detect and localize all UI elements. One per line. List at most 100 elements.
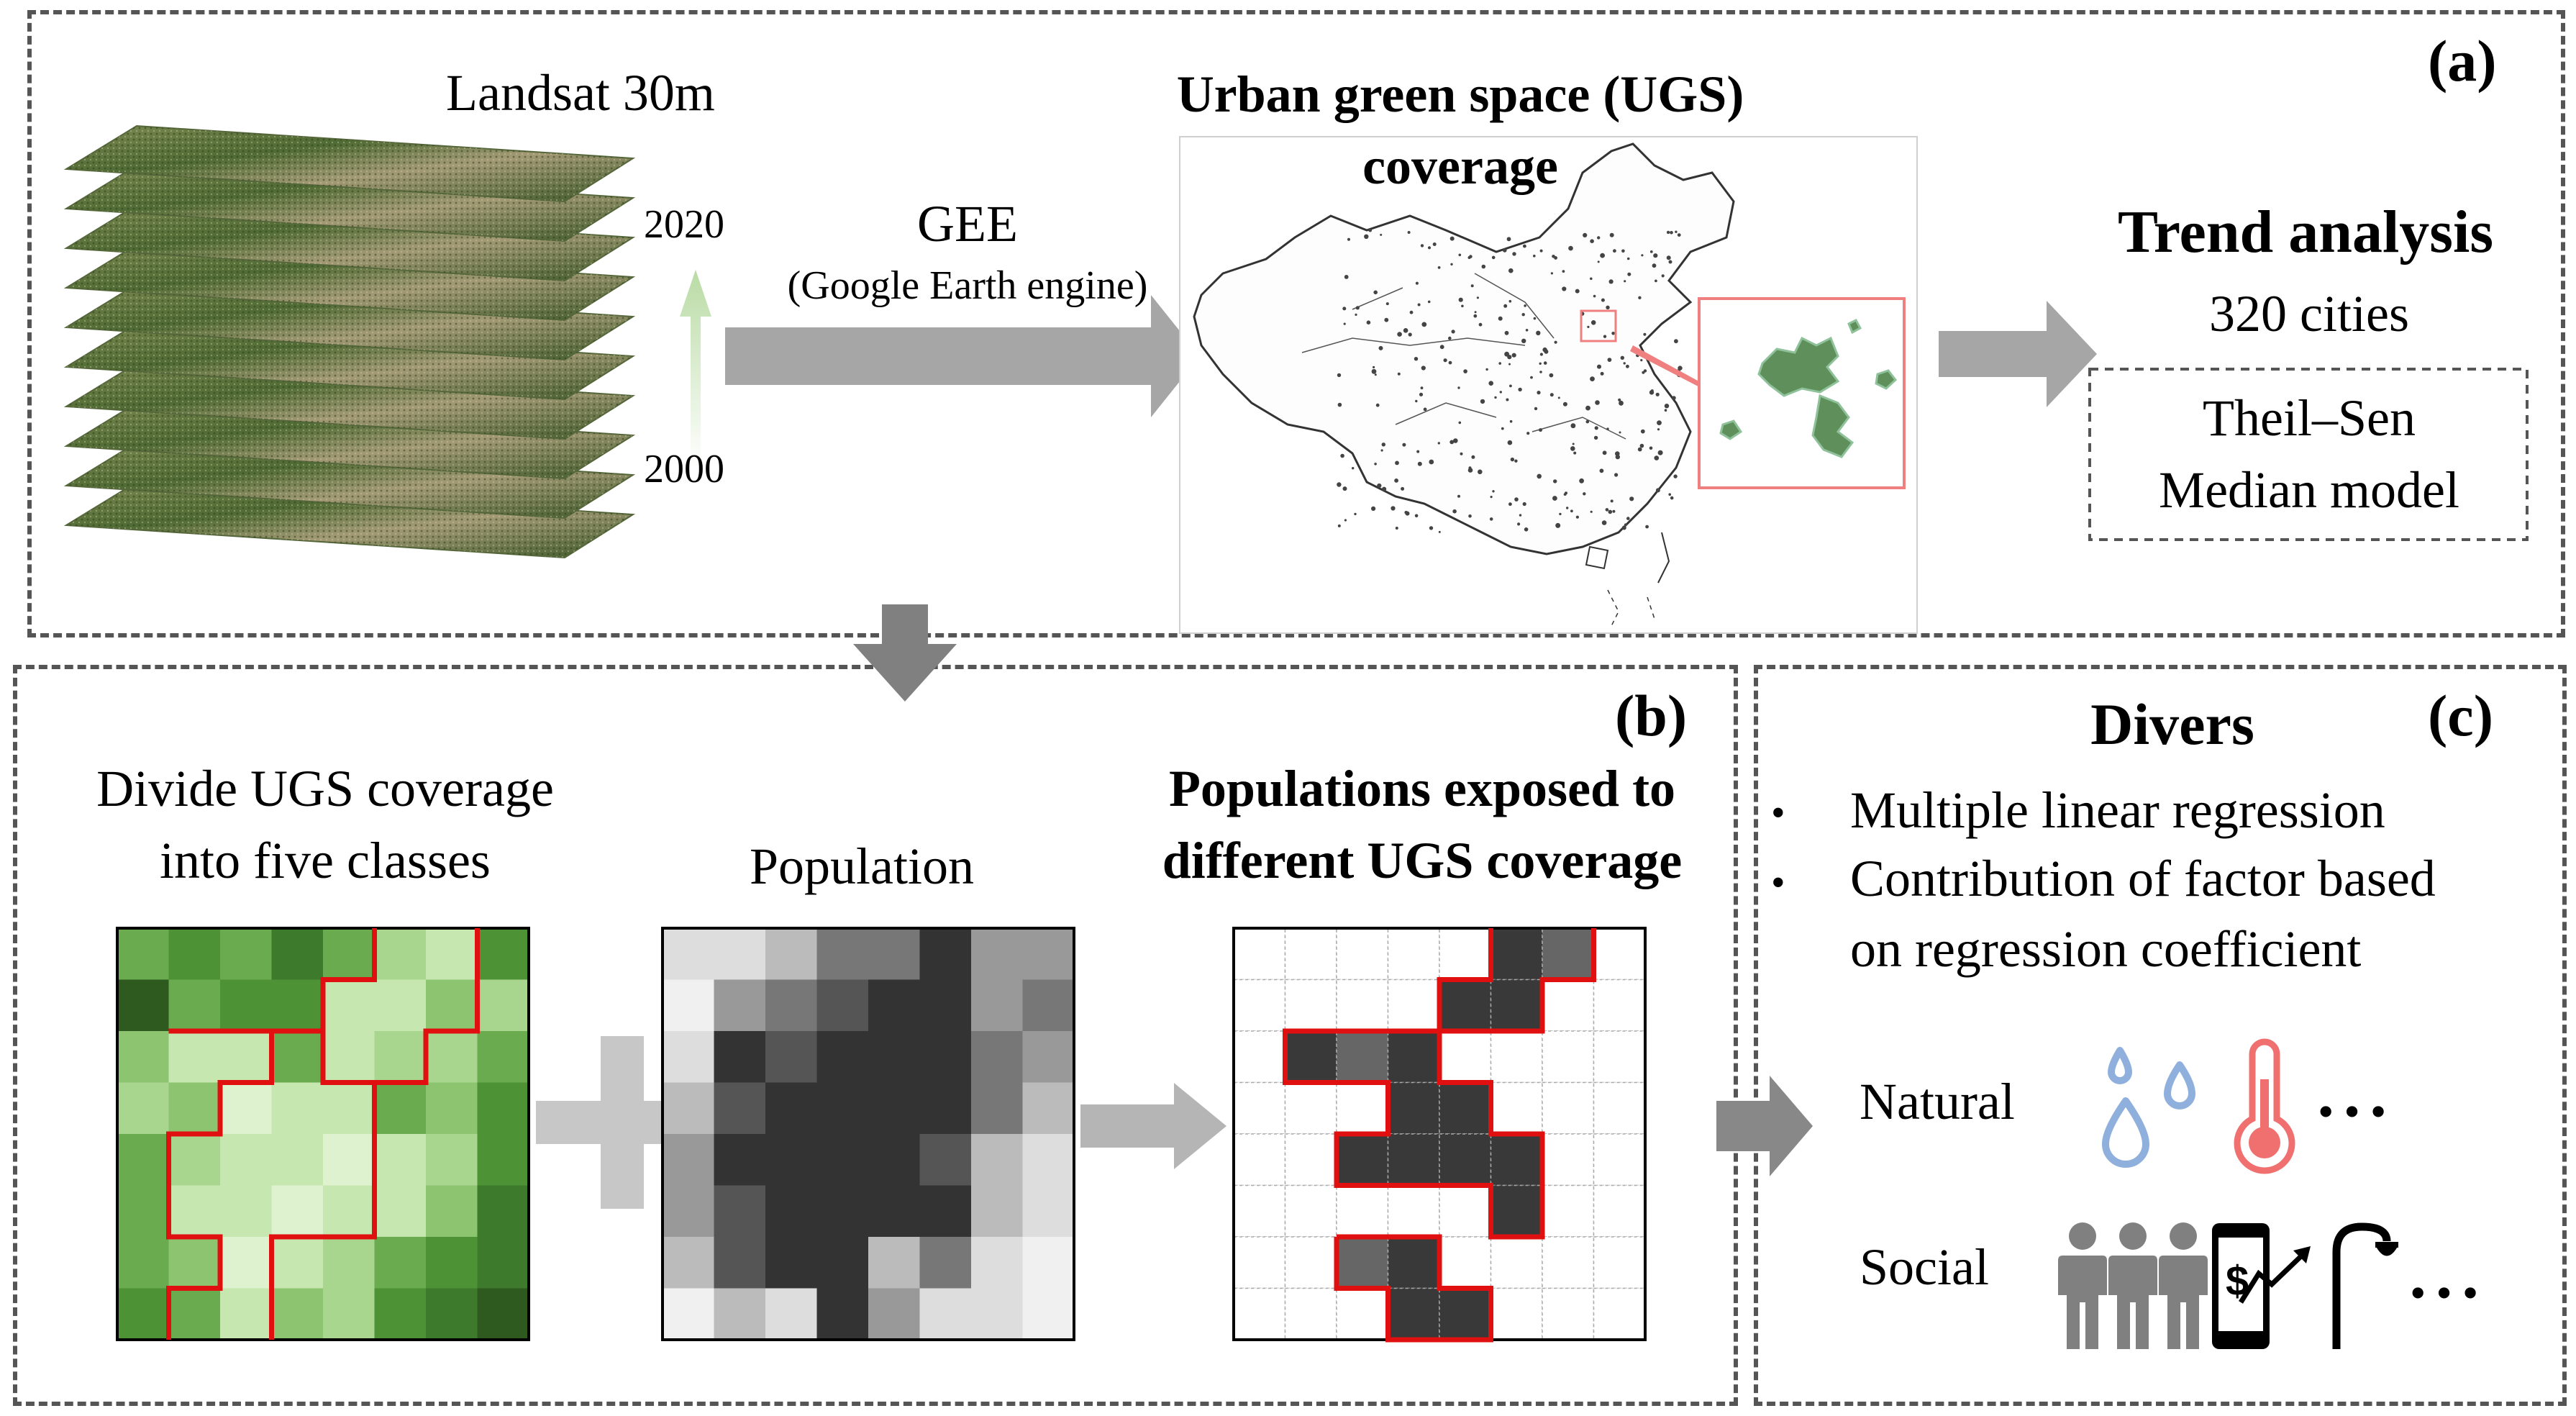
grid-cell (1233, 979, 1286, 1032)
city-dot (1570, 509, 1573, 513)
grid-cell (426, 1237, 478, 1289)
city-dot (1661, 274, 1665, 278)
city-dot (1451, 330, 1455, 334)
city-dot (1521, 313, 1525, 317)
grid-cell (168, 1237, 220, 1289)
grid-cell (1336, 1081, 1389, 1135)
grid-cell (1439, 1030, 1492, 1084)
city-dot (1420, 244, 1424, 248)
water-drops-icon (2102, 1047, 2195, 1168)
bullet-2-line1: Contribution of factor based (1850, 850, 2436, 907)
city-dot (1344, 519, 1347, 522)
city-dot (1511, 353, 1516, 358)
grid-cell (1387, 927, 1440, 981)
city-dot (1501, 427, 1504, 430)
grid-cell (1284, 1287, 1337, 1340)
grid-cell (816, 1082, 868, 1134)
grid-cell (1593, 1030, 1646, 1084)
city-dot (1340, 453, 1344, 458)
grid-cell (919, 1237, 971, 1289)
city-dot (1619, 431, 1621, 434)
city-dot (1585, 419, 1590, 424)
city-dot (1510, 457, 1515, 462)
city-dot (1498, 362, 1501, 365)
grid-cell (765, 1288, 817, 1340)
city-dot (1675, 230, 1678, 233)
landsat-layer (63, 481, 636, 559)
trend-title: Trend analysis (2117, 199, 2494, 266)
grid-cell (117, 1288, 169, 1340)
city-dot (1460, 452, 1463, 455)
city-dot (1553, 479, 1557, 484)
year-bottom: 2000 (644, 447, 724, 491)
city-dot (1618, 398, 1621, 401)
city-dot (1491, 255, 1496, 260)
city-dot (1624, 523, 1627, 527)
city-dot (1623, 362, 1626, 365)
landsat-stack-icon (63, 124, 636, 559)
ugs-class-grid (116, 927, 530, 1341)
grid-cell (374, 979, 426, 1031)
grid-cell (1233, 1184, 1286, 1238)
grid-cell (1233, 1133, 1286, 1186)
city-dot (1587, 325, 1590, 328)
city-dot (1427, 300, 1431, 304)
ugs-title-line2: coverage (1362, 137, 1558, 195)
grid-cell (168, 1288, 220, 1340)
city-dot (1585, 405, 1590, 411)
grid-cell (168, 1185, 220, 1237)
grid-cell (1336, 979, 1389, 1032)
city-dot (1458, 421, 1462, 425)
grid-cell (1439, 1133, 1492, 1186)
city-dot (1492, 490, 1495, 493)
plus-icon (536, 1036, 709, 1209)
grid-cell (374, 1185, 426, 1237)
grid-cell (1593, 1081, 1646, 1135)
person-body (2108, 1256, 2157, 1349)
grid-cell (1542, 1030, 1595, 1084)
grid-cell (1490, 1030, 1543, 1084)
city-dot (1417, 303, 1421, 307)
city-dot (1471, 455, 1475, 459)
city-dot (1599, 468, 1604, 473)
city-dot (1664, 409, 1667, 412)
city-dot (1600, 371, 1604, 376)
person-body (2058, 1256, 2107, 1349)
grid-cell (426, 1082, 478, 1134)
grid-cell (374, 1031, 426, 1083)
city-dot (1449, 236, 1455, 241)
grid-cell (1439, 1081, 1492, 1135)
city-dot (1536, 330, 1541, 335)
city-dot (1371, 506, 1376, 512)
city-dot (1657, 428, 1660, 431)
grid-cell (1439, 1184, 1492, 1238)
grid-cell (1593, 1133, 1646, 1186)
landsat-layer (63, 322, 636, 401)
city-dot (1590, 320, 1596, 325)
exposed-line2: different UGS coverage (1162, 832, 1683, 889)
city-dot (1394, 478, 1398, 483)
grid-cell (477, 1237, 529, 1289)
city-dot (1490, 496, 1493, 499)
grid-cell (1387, 1287, 1440, 1340)
city-dot (1575, 289, 1580, 294)
grid-cell (1387, 1030, 1440, 1084)
gee-arrow-icon (725, 295, 1200, 417)
grid-cell (1336, 1184, 1389, 1238)
city-dot (1593, 294, 1596, 298)
city-dot (1590, 376, 1595, 381)
city-dot (1437, 442, 1441, 445)
grid-cell (1542, 927, 1595, 981)
grid-cell (765, 1082, 817, 1134)
city-dot (1533, 317, 1537, 320)
grid-cell (1022, 928, 1074, 980)
city-dot (1498, 316, 1503, 321)
city-dot (1655, 488, 1660, 493)
city-dot (1543, 361, 1547, 365)
city-dot (1655, 392, 1660, 396)
grid-cell (919, 928, 971, 980)
city-dot (1526, 432, 1530, 435)
city-dot (1504, 351, 1510, 357)
bullet-1: Multiple linear regression (1850, 781, 2385, 839)
